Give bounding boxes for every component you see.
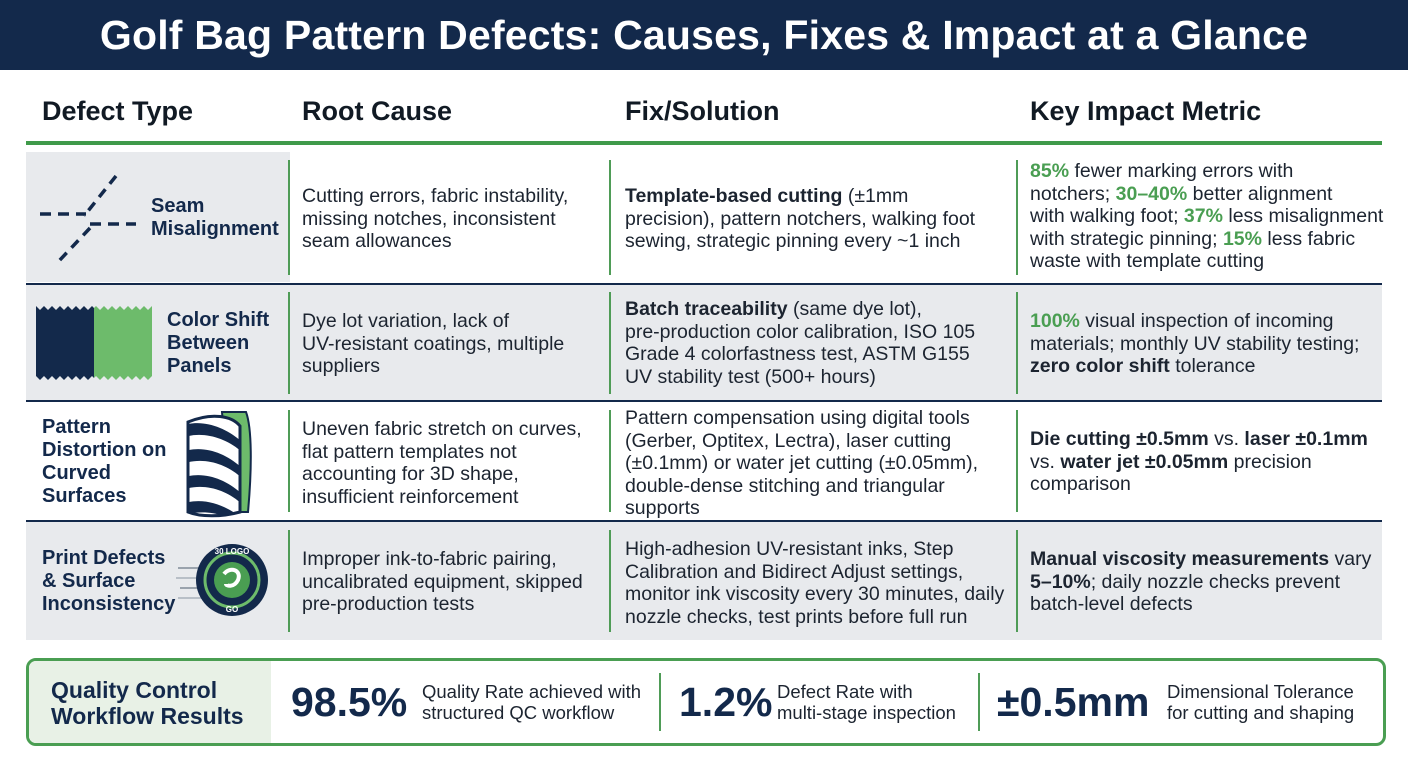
- qc-label-panel: Quality Control Workflow Results: [29, 661, 271, 743]
- header-defect-type: Defect Type: [42, 96, 194, 126]
- row-divider: [26, 400, 1382, 402]
- row-divider: [26, 520, 1382, 522]
- column-divider: [288, 160, 290, 275]
- table-row: [26, 402, 1382, 520]
- svg-text:GO: GO: [226, 605, 238, 614]
- qc-defect-rate-desc: Defect Rate with multi-stage inspection: [777, 681, 956, 723]
- column-divider: [288, 530, 290, 632]
- color-swatch-icon: [36, 306, 152, 380]
- qc-defect-rate-value: 1.2%: [679, 679, 773, 725]
- column-divider: [1016, 292, 1018, 394]
- column-divider: [1016, 410, 1018, 512]
- column-divider: [609, 530, 611, 632]
- column-divider: [609, 410, 611, 512]
- page-title: Golf Bag Pattern Defects: Causes, Fixes …: [99, 11, 1309, 58]
- root-cause-cell: Uneven fabric stretch on curves, flat pat…: [302, 418, 582, 508]
- qc-quality-rate-desc: Quality Rate achieved with structured QC …: [422, 681, 642, 723]
- column-divider: [609, 292, 611, 394]
- table-row: [26, 285, 1382, 400]
- quality-control-summary: Quality Control Workflow Results 98.5% Qu…: [26, 658, 1386, 746]
- impact-cell: Die cutting ±0.5mm vs. laser ±0.1mm vs. …: [1030, 428, 1368, 495]
- fix-cell: Template-based cutting (±1mm precision),…: [625, 185, 976, 252]
- header-fix-solution: Fix/Solution: [625, 96, 780, 126]
- root-cause-cell: Dye lot variation, lack of UV-resistant c…: [302, 310, 565, 377]
- root-cause-cell: Cutting errors, fabric instability, missi…: [302, 185, 569, 252]
- impact-cell: 85% fewer marking errors with notchers; …: [1030, 160, 1384, 272]
- striped-golf-bag-icon: [186, 411, 252, 518]
- column-divider: [1016, 530, 1018, 632]
- column-divider: [609, 160, 611, 275]
- table-row: [26, 152, 1382, 282]
- qc-divider: [659, 673, 661, 731]
- column-divider: [1016, 160, 1018, 275]
- print-logo-icon: 30 LOGO GO: [176, 544, 268, 616]
- root-cause-cell: Improper ink-to-fabric pairing, uncalibra…: [302, 548, 583, 615]
- qc-divider: [978, 673, 980, 731]
- header-root-cause: Root Cause: [302, 96, 453, 126]
- defect-label: Pattern Distortion on Curved Surfaces: [42, 416, 167, 507]
- defect-label: Print Defects & Surface Inconsistency: [42, 547, 176, 615]
- impact-cell: 100% visual inspection of incoming mater…: [1030, 310, 1360, 377]
- column-divider: [288, 410, 290, 512]
- qc-tolerance-desc: Dimensional Tolerance for cutting and sha…: [1167, 681, 1355, 723]
- fix-cell: High-adhesion UV-resistant inks, Step Cal…: [625, 538, 1005, 628]
- fix-cell: Batch traceability (same dye lot), pre-p…: [625, 298, 976, 388]
- title-bar: Golf Bag Pattern Defects: Causes, Fixes …: [0, 0, 1408, 70]
- seam-misalignment-icon: [40, 174, 136, 264]
- defect-label: Seam Misalignment: [151, 195, 279, 240]
- defect-label: Color Shift Between Panels: [167, 309, 270, 377]
- row-divider: [26, 283, 1382, 285]
- header-rule: [26, 141, 1382, 145]
- impact-cell: Manual viscosity measurements vary 5–10%…: [1030, 548, 1372, 615]
- qc-tolerance-value: ±0.5mm: [997, 679, 1150, 725]
- column-divider: [288, 292, 290, 394]
- svg-text:30 LOGO: 30 LOGO: [215, 547, 250, 556]
- header-key-impact: Key Impact Metric: [1030, 96, 1262, 126]
- qc-label: Quality Control Workflow Results: [51, 677, 244, 729]
- fix-cell: Pattern compensation using digital tools…: [625, 407, 978, 519]
- qc-quality-rate-value: 98.5%: [291, 679, 408, 725]
